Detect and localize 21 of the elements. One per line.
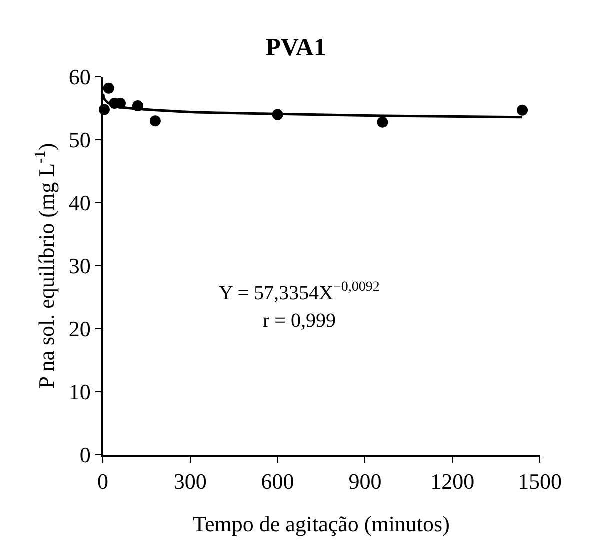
y-tick-label: 50 xyxy=(68,128,91,153)
y-tick-label: 60 xyxy=(68,64,91,90)
chart-title: PVA1 xyxy=(266,34,326,62)
y-tick-label: 10 xyxy=(68,380,91,405)
y-tick-label: 20 xyxy=(68,316,91,342)
x-tick-label: 600 xyxy=(261,469,294,494)
x-axis-title: Tempo de agitação (minutos) xyxy=(193,512,450,536)
x-tick-label: 0 xyxy=(98,469,108,494)
x-tick-label: 900 xyxy=(348,469,382,494)
x-tick-label: 1500 xyxy=(518,469,562,494)
x-tick-label: 300 xyxy=(174,469,207,494)
y-tick-label: 40 xyxy=(68,190,91,216)
point xyxy=(517,104,528,116)
point xyxy=(103,82,114,94)
x-tick-label: 1200 xyxy=(430,469,475,494)
point xyxy=(150,116,161,127)
y-tick-label: 30 xyxy=(68,254,91,279)
y-tick-label: 0 xyxy=(80,442,91,468)
annotation: r = 0,999 xyxy=(263,310,336,332)
annotation: Y = 57,3354X$^{−0,0092}$ xyxy=(219,280,380,304)
point xyxy=(377,116,388,128)
